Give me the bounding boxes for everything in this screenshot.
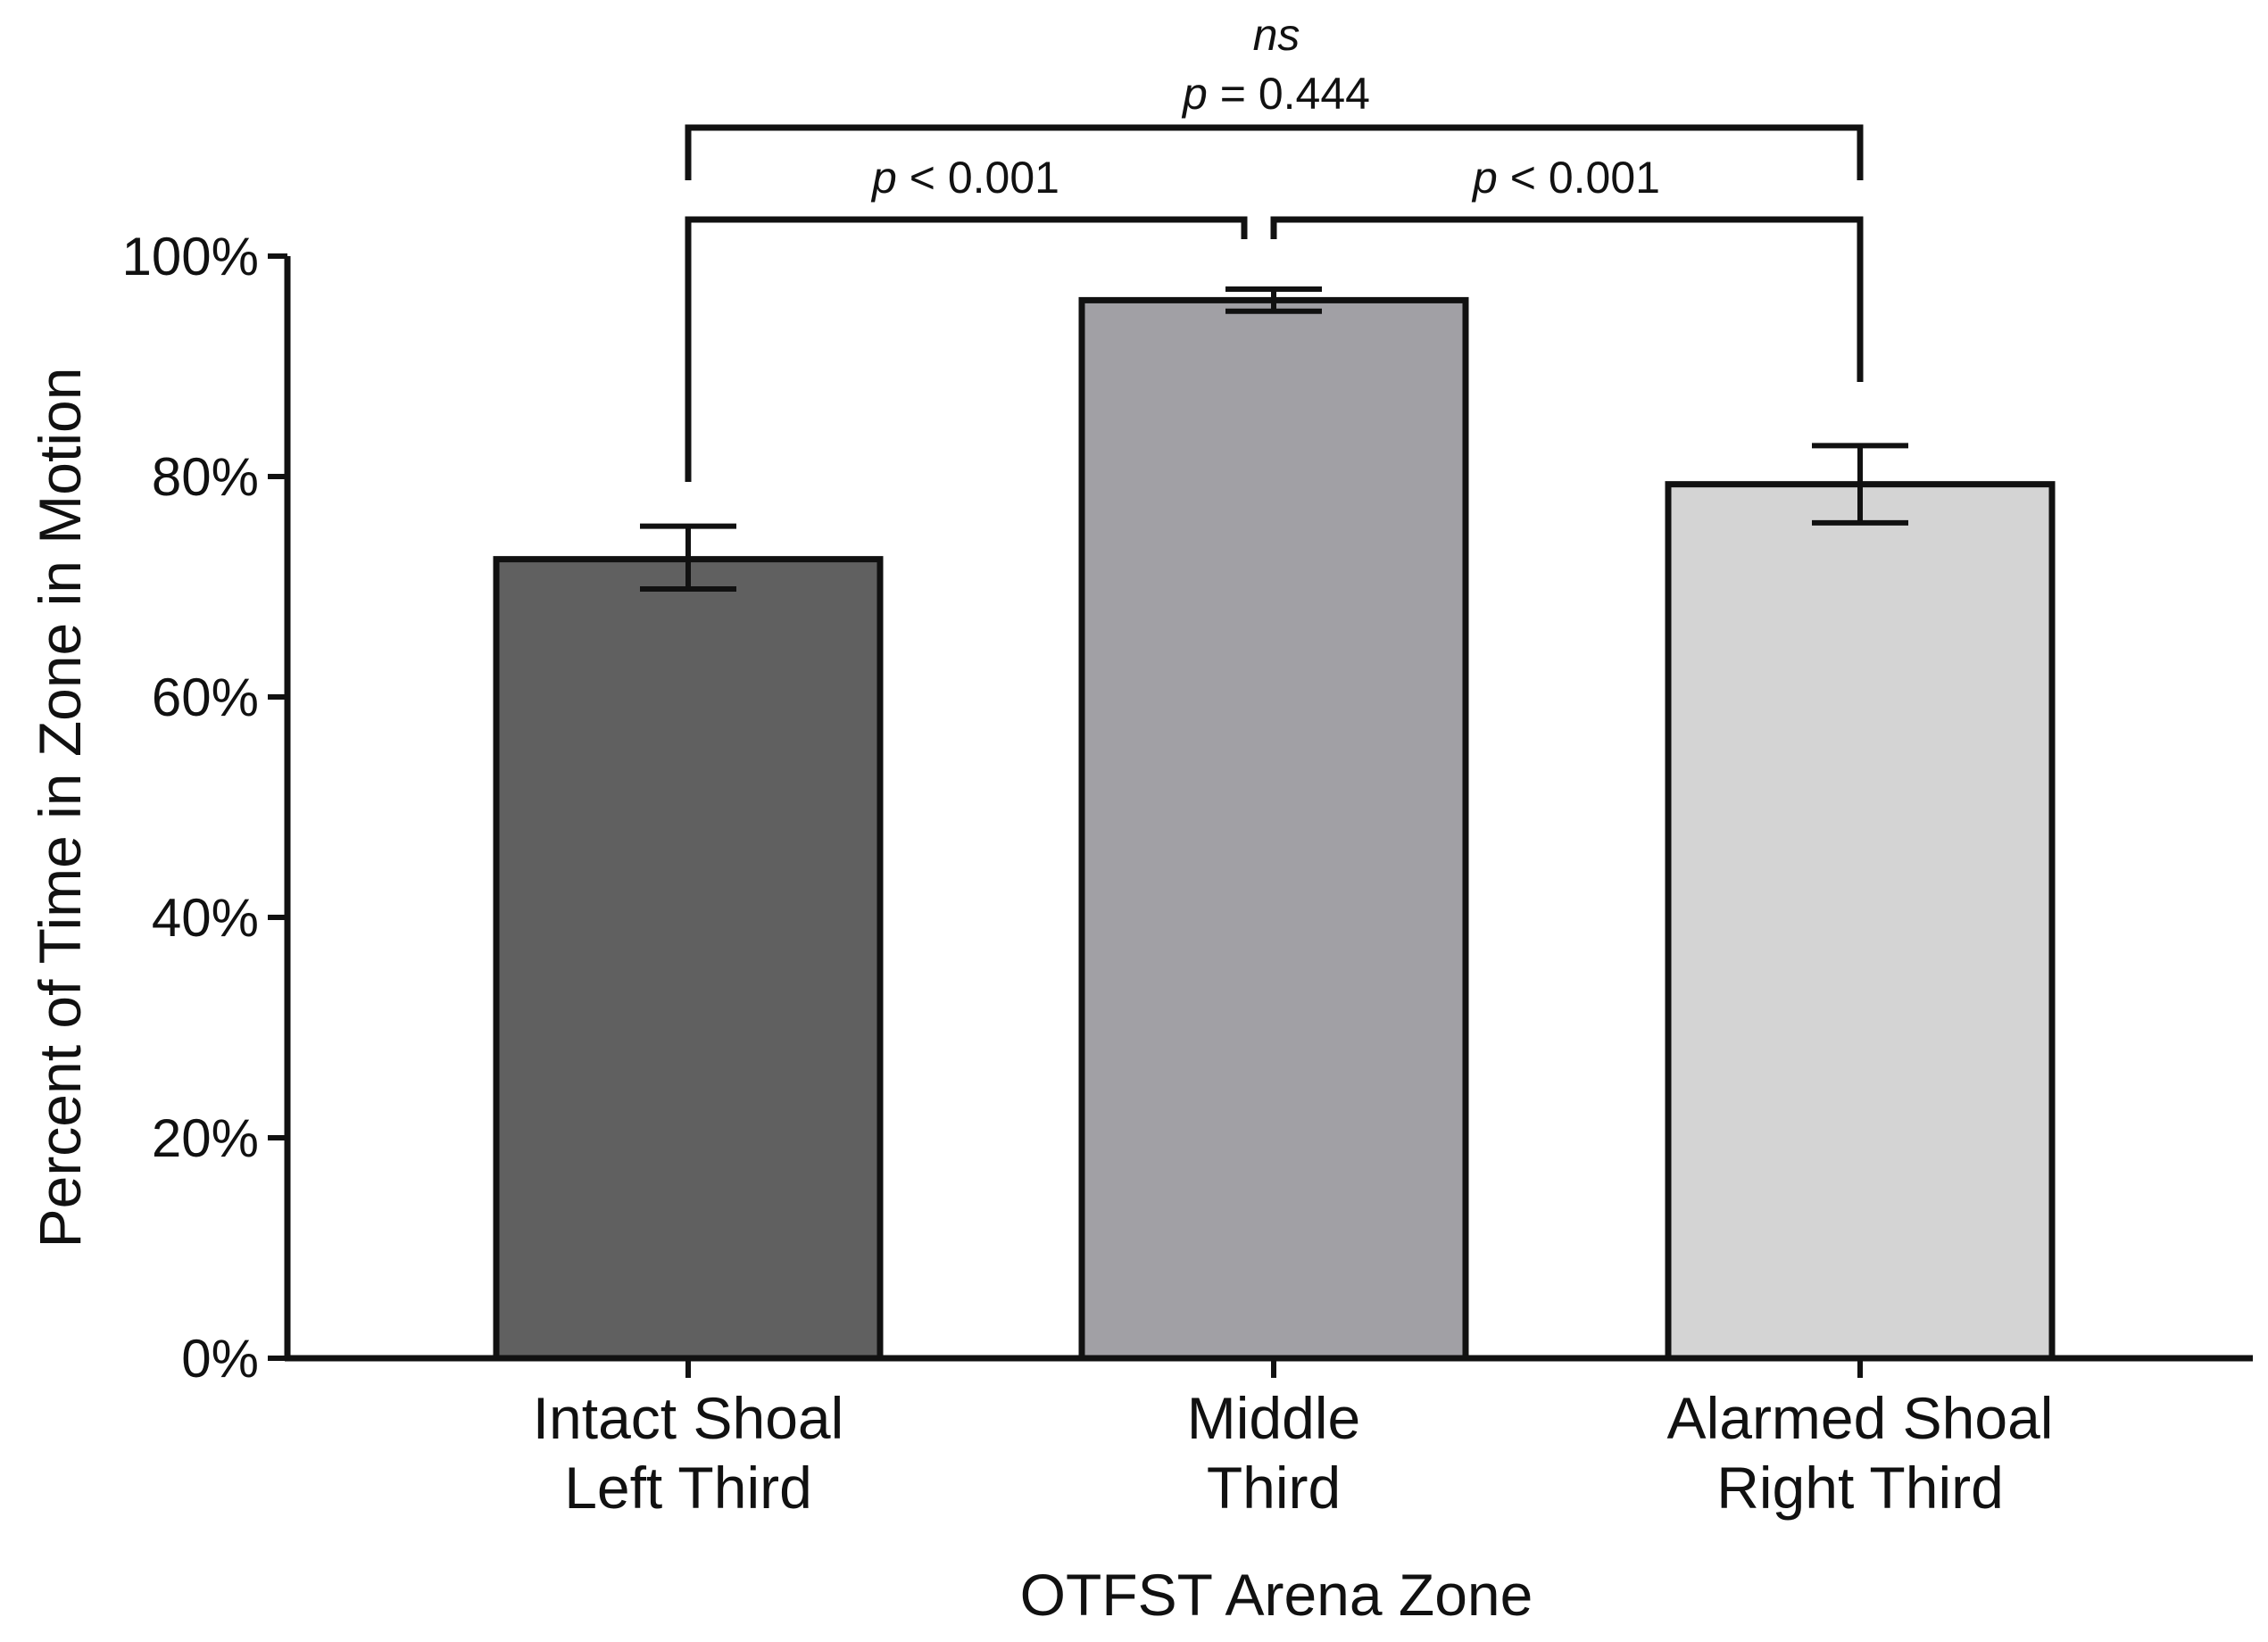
x-tick-label-line: Third <box>1207 1455 1341 1521</box>
x-tick-label-line: Right Third <box>1716 1455 2004 1521</box>
bracket-outer-pair <box>685 124 1864 180</box>
bar <box>1078 296 1469 1362</box>
y-tick-label: 80% <box>152 447 259 507</box>
x-tick-label: Intact Shoal Left Third <box>533 1385 844 1521</box>
y-tick-label: 0% <box>181 1329 259 1389</box>
p-value: < 0.001 <box>897 153 1059 203</box>
x-tick-label-line: Middle <box>1187 1385 1360 1451</box>
p-value: < 0.001 <box>1498 153 1660 203</box>
p-symbol: p <box>1471 153 1498 203</box>
x-tick-label-line: Alarmed Shoal <box>1667 1385 2054 1451</box>
y-tick-label: 60% <box>152 668 259 727</box>
bars <box>493 296 2056 1362</box>
x-tick-label: Alarmed Shoal Right Third <box>1667 1385 2054 1521</box>
x-tick-label: Middle Third <box>1187 1385 1360 1521</box>
sig-label-right: p < 0.001 <box>1471 153 1660 203</box>
sig-label-left: p < 0.001 <box>870 153 1059 203</box>
p-symbol: p <box>870 153 897 203</box>
y-tick-label: 100% <box>122 227 259 286</box>
x-ticks: Intact Shoal Left Third Middle Third Alarmed… <box>533 1358 2054 1521</box>
y-tick-label: 40% <box>152 888 259 948</box>
p-value: = 0.444 <box>1208 69 1370 119</box>
x-axis-title: OTFST Arena Zone <box>1020 1562 1533 1628</box>
y-ticks: 0% 20% 40% 60% 80% 100% <box>122 227 287 1389</box>
bracket-left-pair <box>685 216 1248 482</box>
plot-area: 0% 20% 40% 60% 80% 100% Intact Shoal Left Thir… <box>122 227 2253 1521</box>
sig-ns-label: ns <box>1253 10 1300 60</box>
x-tick-label-line: Intact Shoal <box>533 1385 844 1451</box>
y-tick-label: 20% <box>152 1108 259 1168</box>
y-axis-title: Percent of Time in Zone in Motion <box>27 368 93 1248</box>
bar <box>1665 481 2056 1362</box>
significance-brackets: p < 0.001 p < 0.001 ns p = 0.444 <box>685 10 1864 482</box>
error-bars <box>640 286 1908 592</box>
bracket-right-pair <box>1270 216 1864 382</box>
x-tick-label-line: Left Third <box>564 1455 812 1521</box>
sig-label-outer: p = 0.444 <box>1181 69 1370 119</box>
bar <box>493 556 884 1362</box>
p-symbol: p <box>1181 69 1208 119</box>
